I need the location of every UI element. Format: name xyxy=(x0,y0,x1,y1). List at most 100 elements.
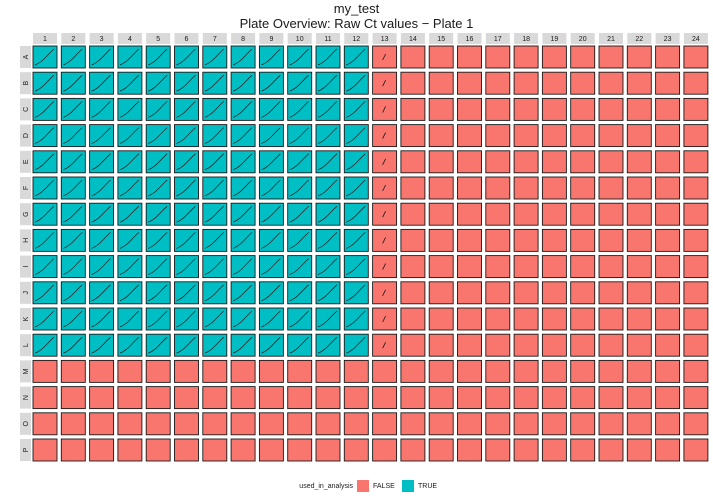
well-I15 xyxy=(428,255,454,279)
amplification-curve-A7 xyxy=(204,48,225,66)
well-B19 xyxy=(541,71,567,95)
well-O23 xyxy=(655,412,681,436)
well-N11 xyxy=(315,386,341,410)
amplification-curve-J3 xyxy=(91,284,111,302)
amplification-curve-K8 xyxy=(232,310,253,328)
well-D17 xyxy=(485,124,511,148)
amplification-curve-K9 xyxy=(261,310,281,328)
amplification-curve-G9 xyxy=(261,205,281,223)
curve-mark-E13 xyxy=(382,158,386,165)
well-O22 xyxy=(626,412,652,436)
row-strip-N xyxy=(20,386,31,409)
title-block: my_test Plate Overview: Raw Ct values − … xyxy=(0,2,713,32)
amplification-curve-H7 xyxy=(204,232,225,249)
column-label-19: 19 xyxy=(551,36,559,43)
amplification-curve-E11 xyxy=(317,153,338,171)
row-strip-H xyxy=(20,229,31,252)
amplification-curve-C6 xyxy=(176,101,196,118)
well-B14 xyxy=(400,71,426,95)
column-label-20: 20 xyxy=(579,36,587,43)
well-A16 xyxy=(457,45,482,69)
well-F24 xyxy=(683,176,709,200)
well-C18 xyxy=(513,97,539,121)
well-L14 xyxy=(400,333,426,357)
well-O10 xyxy=(287,412,313,436)
amplification-curve-I12 xyxy=(346,258,366,275)
well-K14 xyxy=(400,307,426,331)
amplification-curve-G8 xyxy=(232,205,253,223)
amplification-curve-B10 xyxy=(289,74,309,92)
amplification-curve-F9 xyxy=(261,179,281,197)
well-P6 xyxy=(174,438,199,462)
amplification-curve-H1 xyxy=(34,232,55,249)
amplification-curve-D11 xyxy=(317,127,338,144)
well-N2 xyxy=(60,386,86,410)
well-K17 xyxy=(485,307,511,331)
amplification-curve-A12 xyxy=(346,48,366,66)
well-F21 xyxy=(598,176,624,200)
well-P24 xyxy=(683,438,709,462)
well-C13 xyxy=(372,97,398,121)
well-M19 xyxy=(541,359,567,383)
amplification-curve-F11 xyxy=(317,179,338,197)
well-L24 xyxy=(683,333,709,357)
amplification-curve-H3 xyxy=(91,232,111,249)
well-G18 xyxy=(513,202,539,226)
amplification-curve-I4 xyxy=(119,258,140,275)
amplification-curve-L12 xyxy=(346,336,366,354)
column-strip-13 xyxy=(372,33,397,44)
amplification-curve-C1 xyxy=(34,101,55,118)
amplification-curve-B9 xyxy=(261,74,281,92)
well-B15 xyxy=(428,71,454,95)
amplification-curve-F4 xyxy=(119,179,140,197)
well-G14 xyxy=(400,202,426,226)
well-B13 xyxy=(372,71,398,95)
well-D23 xyxy=(655,124,681,148)
amplification-curve-F2 xyxy=(63,179,83,197)
well-J22 xyxy=(626,281,652,305)
column-strip-6 xyxy=(174,33,199,44)
well-K22 xyxy=(626,307,652,331)
amplification-curve-L9 xyxy=(261,336,281,354)
amplification-curve-J11 xyxy=(317,284,338,302)
well-F18 xyxy=(513,176,539,200)
well-M1 xyxy=(32,359,58,383)
column-strip-24 xyxy=(683,33,708,44)
well-K15 xyxy=(428,307,454,331)
well-M20 xyxy=(570,359,596,383)
well-O5 xyxy=(145,412,171,436)
row-label-N: N xyxy=(23,395,30,400)
well-I22 xyxy=(626,255,652,279)
amplification-curve-L11 xyxy=(317,336,338,354)
well-M4 xyxy=(117,359,143,383)
well-N24 xyxy=(683,386,709,410)
amplification-curve-C7 xyxy=(204,101,225,118)
well-N17 xyxy=(485,386,511,410)
amplification-curve-B6 xyxy=(176,74,196,92)
amplification-curve-B2 xyxy=(63,74,83,92)
well-E22 xyxy=(626,150,652,174)
column-label-9: 9 xyxy=(269,36,273,43)
well-N16 xyxy=(457,386,482,410)
amplification-curve-B3 xyxy=(91,74,111,92)
amplification-curve-G10 xyxy=(289,205,309,223)
column-label-22: 22 xyxy=(635,36,643,43)
well-C20 xyxy=(570,97,596,121)
well-B22 xyxy=(626,71,652,95)
amplification-curve-K7 xyxy=(204,310,225,328)
well-A17 xyxy=(485,45,511,69)
amplification-curve-A4 xyxy=(119,48,140,66)
row-strip-B xyxy=(20,72,31,95)
well-L21 xyxy=(598,333,624,357)
well-F14 xyxy=(400,176,426,200)
well-N12 xyxy=(343,386,369,410)
well-K13 xyxy=(372,307,398,331)
column-strip-11 xyxy=(316,33,340,44)
column-label-1: 1 xyxy=(43,36,47,43)
amplification-curve-I6 xyxy=(176,258,196,275)
well-L20 xyxy=(570,333,596,357)
well-B24 xyxy=(683,71,709,95)
amplification-curve-E5 xyxy=(148,153,168,171)
row-strip-J xyxy=(20,281,31,304)
well-I17 xyxy=(485,255,511,279)
